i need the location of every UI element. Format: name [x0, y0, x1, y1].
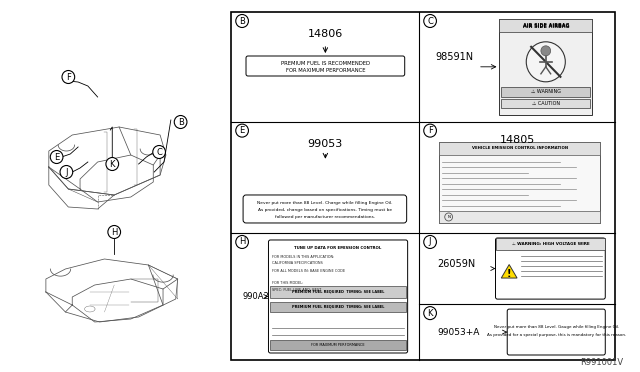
- Bar: [439, 142, 600, 223]
- Circle shape: [174, 115, 187, 128]
- Bar: [501, 87, 590, 97]
- Text: FOR THIS MODEL:: FOR THIS MODEL:: [273, 281, 304, 285]
- Circle shape: [424, 124, 436, 137]
- Text: PREMIUM FUEL REQUIRED  TIMING: SEE LABEL: PREMIUM FUEL REQUIRED TIMING: SEE LABEL: [292, 305, 384, 309]
- Text: !: !: [507, 269, 511, 279]
- Text: CALIFORNIA SPECIFICATIONS: CALIFORNIA SPECIFICATIONS: [273, 261, 323, 265]
- Text: TUNE UP DATA FOR EMISSION CONTROL: TUNE UP DATA FOR EMISSION CONTROL: [294, 246, 381, 250]
- Text: ⚠ WARNING: HIGH VOLTAGE WIRE: ⚠ WARNING: HIGH VOLTAGE WIRE: [511, 242, 589, 246]
- FancyBboxPatch shape: [246, 56, 404, 76]
- Text: E: E: [54, 153, 60, 161]
- Polygon shape: [501, 264, 517, 278]
- Text: As provided, change based on specifications. Timing must be: As provided, change based on specificati…: [258, 208, 392, 212]
- Text: H: H: [111, 228, 117, 237]
- Circle shape: [236, 124, 248, 137]
- Bar: [232, 12, 615, 360]
- Text: C: C: [427, 16, 433, 26]
- Text: E: E: [239, 126, 244, 135]
- Text: 14806: 14806: [308, 29, 343, 39]
- Bar: [271, 302, 406, 312]
- FancyBboxPatch shape: [243, 195, 406, 223]
- Text: ⚠ WARNING: ⚠ WARNING: [531, 89, 561, 94]
- Circle shape: [236, 15, 248, 28]
- Text: SPEC: FUEL LINE AND: BEST: SPEC: FUEL LINE AND: BEST: [273, 288, 322, 292]
- Text: R991001V: R991001V: [580, 358, 623, 367]
- Text: 14805: 14805: [500, 135, 535, 145]
- Text: followed per manufacturer recommendations.: followed per manufacturer recommendation…: [275, 215, 375, 219]
- Text: Never put more than 88 Level. Gauge while filling Engine Oil.: Never put more than 88 Level. Gauge whil…: [493, 325, 619, 329]
- Text: 99053+A: 99053+A: [437, 328, 479, 337]
- Text: AIR SIDE AIRBAG: AIR SIDE AIRBAG: [522, 23, 569, 28]
- Text: K: K: [109, 160, 115, 169]
- FancyBboxPatch shape: [268, 240, 408, 353]
- Text: Never put more than 88 Level. Charge while filling Engine Oil.: Never put more than 88 Level. Charge whi…: [257, 201, 392, 205]
- Bar: [499, 19, 592, 32]
- Text: C: C: [156, 148, 162, 157]
- Text: F: F: [66, 73, 71, 81]
- Circle shape: [106, 157, 118, 170]
- Text: J: J: [429, 237, 431, 247]
- Text: 98591N: 98591N: [435, 52, 473, 62]
- Text: As provided for a special purpose, this is mandatory for this reason.: As provided for a special purpose, this …: [486, 333, 626, 337]
- FancyBboxPatch shape: [508, 309, 605, 355]
- Text: K: K: [428, 309, 433, 318]
- Text: ⚠ CAUTION: ⚠ CAUTION: [532, 100, 560, 106]
- Text: FOR ALL MODELS IN: BASE ENGINE CODE: FOR ALL MODELS IN: BASE ENGINE CODE: [273, 269, 346, 273]
- Bar: [495, 238, 605, 250]
- Text: J: J: [65, 167, 68, 176]
- Circle shape: [541, 46, 550, 56]
- Circle shape: [62, 71, 75, 83]
- Text: B: B: [178, 118, 184, 126]
- Text: FOR MODELS IN THIS APPLICATION:: FOR MODELS IN THIS APPLICATION:: [273, 255, 335, 259]
- Bar: [271, 340, 406, 350]
- Circle shape: [60, 166, 73, 179]
- Bar: [439, 211, 600, 223]
- Circle shape: [108, 225, 120, 238]
- Circle shape: [51, 151, 63, 164]
- Bar: [499, 19, 592, 115]
- Text: FOR MAXIMUM PERFORMANCE: FOR MAXIMUM PERFORMANCE: [285, 67, 365, 73]
- Text: PREMIUM FUEL REQUIRED  TIMING: SEE LABEL: PREMIUM FUEL REQUIRED TIMING: SEE LABEL: [292, 290, 384, 294]
- Text: B: B: [239, 16, 245, 26]
- Text: PREMIUM FUEL IS RECOMMENDED: PREMIUM FUEL IS RECOMMENDED: [281, 61, 370, 65]
- Circle shape: [236, 235, 248, 248]
- Circle shape: [424, 235, 436, 248]
- FancyBboxPatch shape: [495, 238, 605, 299]
- Text: 990A2: 990A2: [242, 292, 269, 301]
- Text: H: H: [239, 237, 245, 247]
- Text: 99053: 99053: [308, 139, 343, 149]
- Circle shape: [424, 307, 436, 320]
- Circle shape: [424, 15, 436, 28]
- Text: VEHICLE EMISSION CONTROL INFORMATION: VEHICLE EMISSION CONTROL INFORMATION: [472, 146, 568, 150]
- Circle shape: [526, 42, 565, 82]
- Text: F: F: [428, 126, 433, 135]
- Bar: [271, 286, 406, 298]
- Text: FOR MAXIMUM PERFORMANCE: FOR MAXIMUM PERFORMANCE: [311, 343, 365, 347]
- Text: AIR SIDE AIRBAG: AIR SIDE AIRBAG: [522, 23, 569, 29]
- Text: N: N: [447, 215, 450, 219]
- Bar: [501, 99, 590, 108]
- Text: 26059N: 26059N: [437, 259, 475, 269]
- Bar: [439, 142, 600, 155]
- Circle shape: [153, 145, 166, 158]
